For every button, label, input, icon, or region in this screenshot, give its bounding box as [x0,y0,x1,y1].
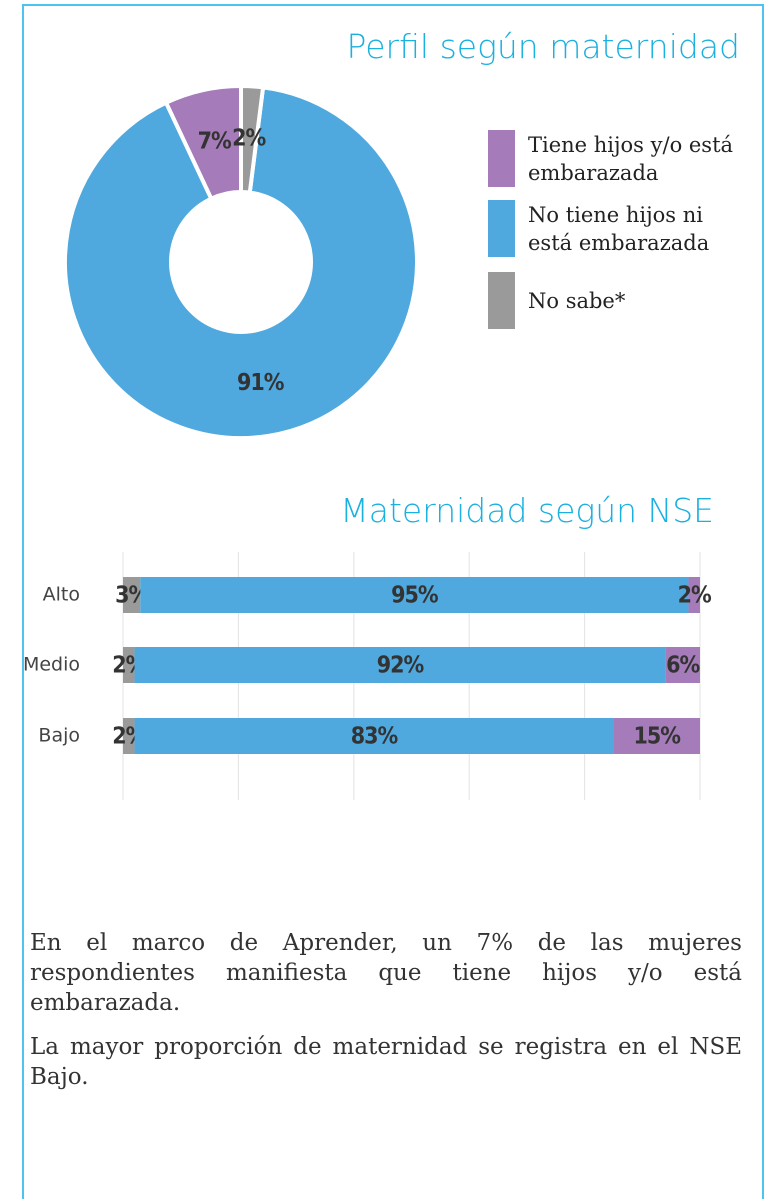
paragraph: En el marco de Aprender, un 7% de las mu… [30,930,742,1016]
bar-title: Maternidad según NSE [340,491,714,530]
bar-segment [134,647,666,683]
bar-segment [123,647,135,683]
legend-swatch [488,200,515,257]
slice-label: 7% [198,128,232,154]
legend-label: No sabe* [528,288,626,313]
frame [22,4,764,1199]
paragraph: La mayor proporción de maternidad se reg… [30,1034,742,1090]
bar-label: 95% [391,583,439,609]
bar-segment [123,718,135,754]
legend-item: No sabe* [488,272,753,329]
bar-segment [665,647,700,683]
bar-label: 15% [633,724,681,750]
legend-swatch [488,130,515,187]
bar-segment [123,577,141,613]
bar-label: 2% [678,583,712,609]
legend-item: No tiene hijos ni está embarazada [488,200,753,257]
y-tick-label: Medio [23,654,80,676]
bar-segment [613,718,700,754]
bar-segment [140,577,689,613]
bar-label: 92% [377,653,425,679]
y-tick-label: Bajo [38,725,80,747]
bar-segment [688,577,700,613]
legend-label: Tiene hijos y/o está embarazada [528,132,734,185]
body-text: En el marco de Aprender, un 7% de las mu… [30,928,742,1106]
donut-slice [63,85,419,440]
legend-label: No tiene hijos ni está embarazada [528,202,710,255]
bar-segment [134,718,614,754]
legend-item: Tiene hijos y/o está embarazada [488,130,753,187]
donut-title: Perfil según maternidad [347,27,740,66]
bar-label: 6% [666,653,700,679]
slice-label: 91% [237,370,285,396]
donut-slice [239,83,266,195]
bar-label: 83% [351,724,399,750]
y-tick-label: Alto [43,584,80,606]
legend-swatch [488,272,515,329]
slice-label: 2% [232,126,266,152]
